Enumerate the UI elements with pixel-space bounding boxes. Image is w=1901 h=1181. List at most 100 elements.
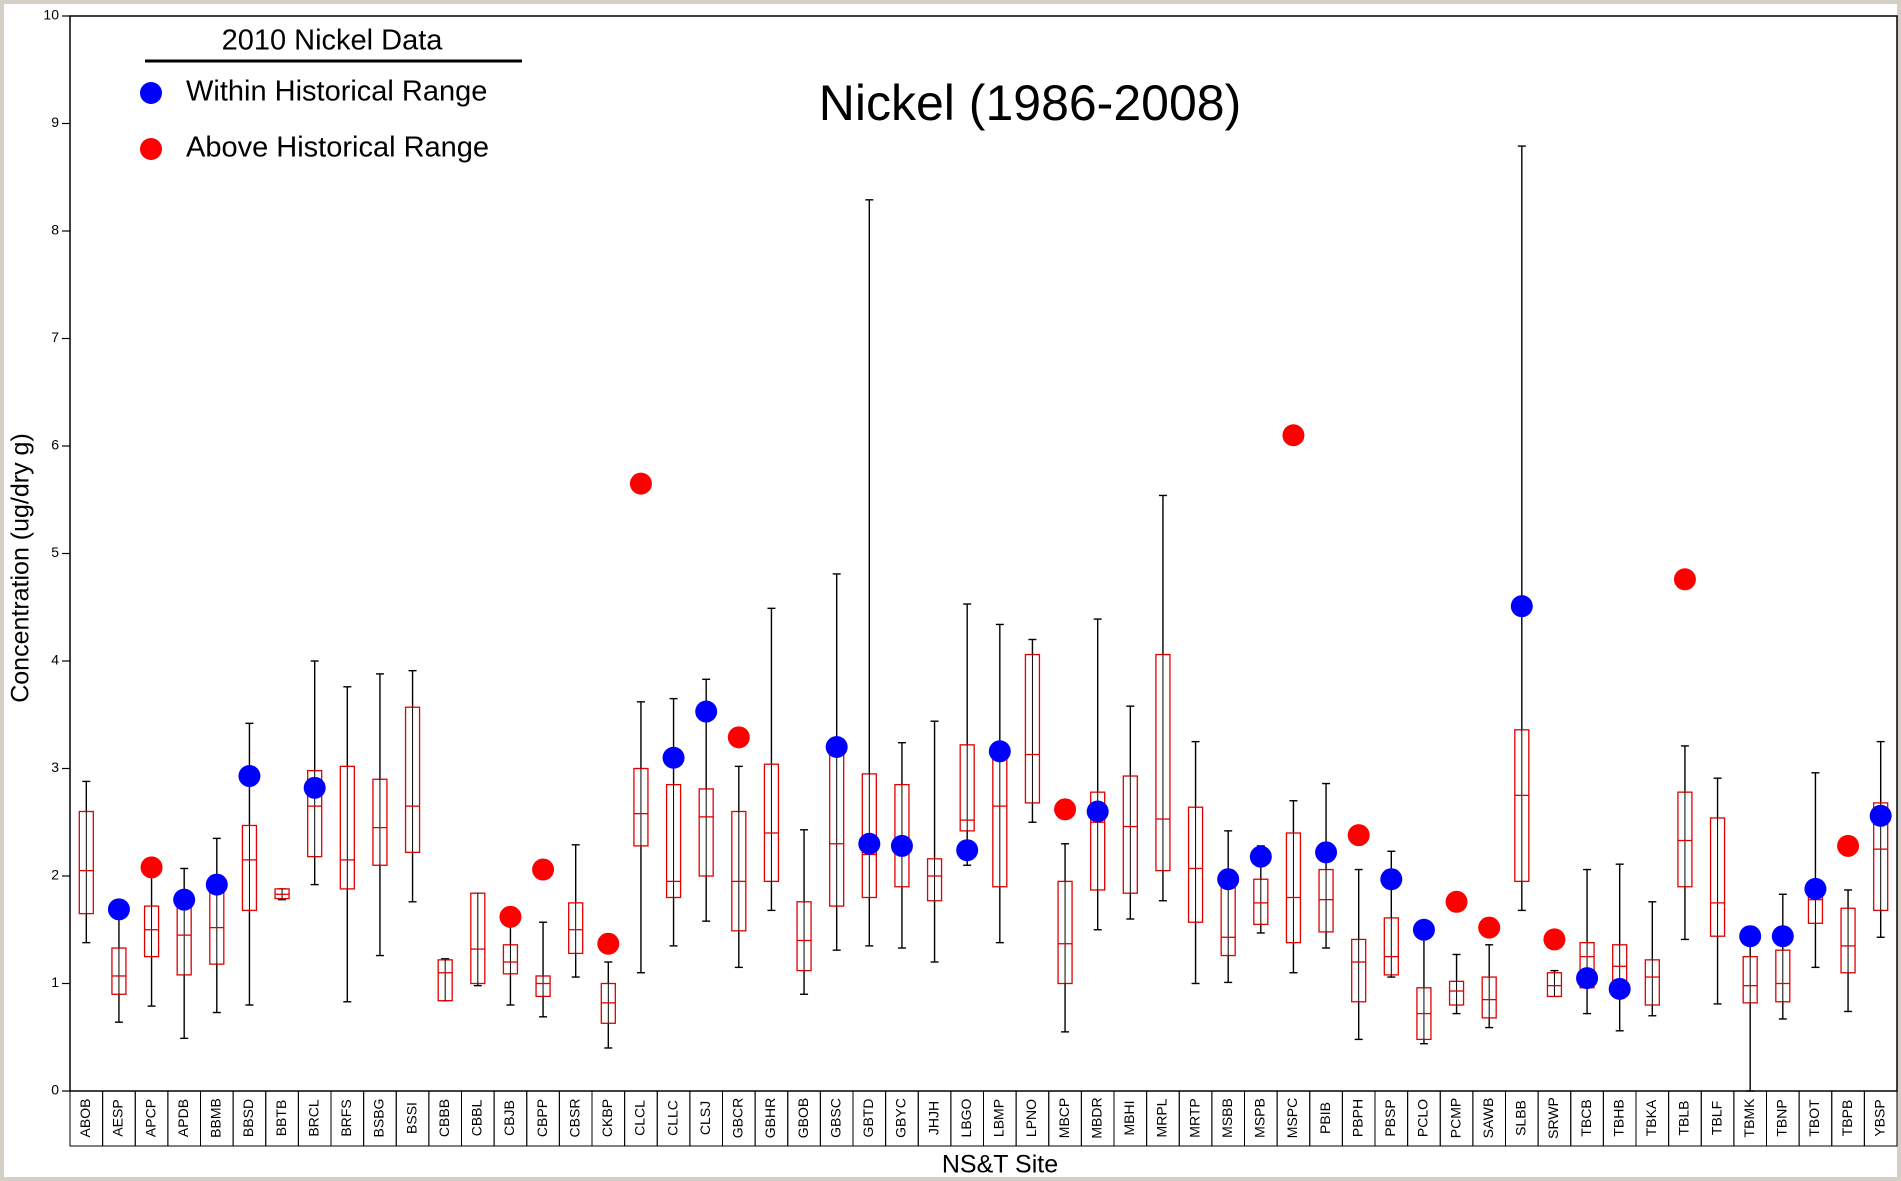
x-tick-label: CBJB	[501, 1100, 517, 1136]
dot	[173, 888, 196, 911]
x-tick-label: CKBP	[599, 1099, 615, 1137]
y-tick-label: 0	[51, 1082, 59, 1098]
x-tick-label: PBIB	[1317, 1102, 1333, 1134]
x-tick-label: MSBB	[1219, 1098, 1235, 1138]
dot	[890, 834, 913, 857]
y-tick-label: 2	[51, 867, 59, 883]
x-tick-label: PBPH	[1349, 1099, 1365, 1137]
x-tick-label: LBMP	[991, 1099, 1007, 1137]
dot	[597, 932, 620, 955]
dot	[1315, 841, 1338, 864]
dot	[695, 700, 718, 723]
y-tick-label: 7	[51, 329, 59, 345]
x-tick-label: BBSD	[240, 1099, 256, 1137]
x-tick-label: CBBB	[436, 1099, 452, 1137]
x-tick-label: TBKA	[1643, 1099, 1659, 1136]
dot	[1771, 925, 1794, 948]
dot	[956, 839, 979, 862]
x-tick-label: BRFS	[338, 1099, 354, 1136]
y-tick-label: 10	[43, 7, 59, 23]
dot	[1804, 877, 1827, 900]
x-tick-label: PCMP	[1447, 1098, 1463, 1138]
legend-label: Within Historical Range	[186, 76, 487, 108]
x-tick-label: GBYC	[893, 1098, 909, 1138]
dot	[1543, 928, 1566, 951]
dot	[825, 736, 848, 758]
x-tick-label: MSPC	[1284, 1098, 1300, 1138]
x-tick-label: SLBB	[1513, 1100, 1529, 1136]
dot	[1282, 424, 1305, 447]
x-tick-label: BSSI	[403, 1102, 419, 1134]
x-tick-label: APCP	[142, 1099, 158, 1137]
dot	[238, 765, 261, 788]
x-tick-label: YBSP	[1871, 1099, 1887, 1136]
x-tick-label: BBTB	[273, 1100, 289, 1137]
dot	[1478, 916, 1501, 939]
x-tick-label: PCLO	[1415, 1099, 1431, 1137]
dot	[1510, 595, 1533, 618]
x-tick-label: LBGO	[958, 1098, 974, 1137]
dot	[1249, 845, 1272, 868]
x-tick-label: SAWB	[1480, 1098, 1496, 1139]
x-axis-label: NS&T Site	[942, 1151, 1058, 1179]
x-tick-label: TBOT	[1806, 1099, 1822, 1137]
y-tick-label: 4	[51, 652, 59, 668]
y-tick-label: 3	[51, 759, 59, 775]
dot	[303, 776, 326, 799]
dot	[532, 858, 555, 881]
x-tick-label: TBPB	[1839, 1100, 1855, 1137]
x-tick-label: TBHB	[1610, 1099, 1626, 1136]
dot	[1673, 568, 1696, 591]
dot	[1086, 800, 1109, 823]
dot	[205, 873, 228, 896]
x-tick-label: CBPP	[534, 1099, 550, 1137]
dot	[1347, 824, 1370, 847]
x-tick-label: CBBL	[469, 1100, 485, 1137]
legend-marker	[140, 82, 162, 104]
x-label-cell	[1863, 1090, 1898, 1147]
dot	[1445, 890, 1468, 913]
x-tick-label: CLLC	[664, 1100, 680, 1136]
x-tick-label: TBMK	[1741, 1098, 1757, 1138]
x-tick-label: TBLF	[1708, 1101, 1724, 1135]
dot	[988, 740, 1011, 763]
x-tick-label: MSPB	[1252, 1098, 1268, 1138]
dot	[107, 898, 130, 921]
dot	[1576, 967, 1599, 990]
x-tick-label: APDB	[175, 1099, 191, 1137]
dot	[1054, 798, 1077, 821]
dot	[727, 726, 750, 749]
x-tick-label: GBSC	[827, 1098, 843, 1138]
x-tick-label: AESP	[110, 1099, 126, 1136]
plot-area	[69, 15, 1898, 1092]
x-tick-label: BSBG	[371, 1099, 387, 1138]
x-tick-label: MRTP	[1186, 1098, 1202, 1137]
dot	[1869, 804, 1892, 827]
dot	[1380, 868, 1403, 891]
x-tick-label: GBHR	[762, 1098, 778, 1138]
x-tick-label: GBTD	[860, 1099, 876, 1138]
x-tick-label: TBNP	[1774, 1099, 1790, 1136]
x-tick-label: MBCP	[1056, 1098, 1072, 1138]
y-tick-label: 6	[51, 437, 59, 453]
x-tick-label: ABOB	[77, 1099, 93, 1138]
legend-title: 2010 Nickel Data	[222, 25, 444, 57]
dot	[140, 856, 163, 879]
x-tick-label: JHJH	[925, 1101, 941, 1135]
x-tick-label: SRWP	[1545, 1097, 1561, 1139]
dot	[1217, 868, 1240, 891]
x-tick-label: TBLB	[1676, 1100, 1692, 1135]
chart-title: Nickel (1986-2008)	[819, 75, 1241, 131]
x-tick-label: GBCR	[730, 1098, 746, 1138]
x-tick-label: CLSJ	[697, 1101, 713, 1135]
dot	[629, 472, 652, 495]
y-tick-label: 9	[51, 114, 59, 130]
x-tick-label: MRPL	[1154, 1098, 1170, 1137]
dot	[1412, 918, 1435, 941]
dot	[499, 905, 522, 928]
legend-label: Above Historical Range	[186, 132, 489, 164]
x-tick-label: LPNO	[1023, 1099, 1039, 1137]
y-tick-label: 8	[51, 222, 59, 238]
x-tick-label: TBCB	[1578, 1099, 1594, 1136]
dot	[1608, 977, 1631, 1000]
